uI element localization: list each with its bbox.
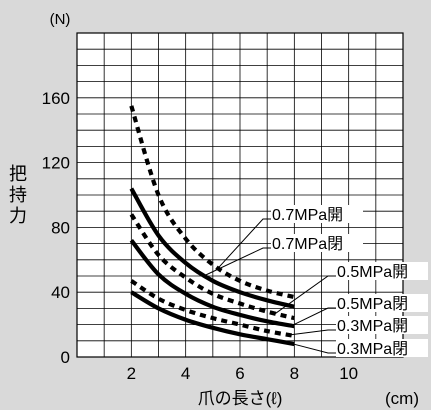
labels: (N) 爪の長さ(ℓ) (cm) 2 4 6 8 10 0 40 80 120 160 把持力 [9, 11, 419, 408]
legend-leader-line [217, 218, 271, 269]
legend-label: 0.5MPa閉 [337, 296, 408, 313]
series-line-2 [129, 187, 295, 309]
x-axis-label: 爪の長さ(ℓ) [198, 389, 283, 408]
series-line-1 [129, 105, 295, 300]
y-axis-unit: (N) [50, 11, 71, 28]
y-tick-label: 160 [42, 89, 70, 108]
series-line-3 [129, 213, 295, 321]
series-line-4 [129, 239, 295, 329]
y-tick-label: 120 [42, 154, 70, 173]
legend-leader-line [291, 307, 336, 327]
legend-label-bg [336, 316, 428, 334]
y-axis-label: 把持力 [9, 164, 27, 226]
x-tick-label: 2 [127, 364, 136, 383]
x-tick-label: 8 [290, 364, 299, 383]
x-tick-label: 10 [339, 364, 358, 383]
legend-leader-line [291, 343, 336, 354]
x-axis-unit: (cm) [385, 389, 419, 408]
x-tick-label: 4 [181, 364, 190, 383]
series-line-5 [130, 279, 295, 339]
legend-label: 0.3MPa閉 [337, 341, 408, 358]
legend-leader-line [204, 247, 271, 276]
legend-label: 0.3MPa開 [337, 318, 408, 335]
legend-leaders: 0.7MPa開 0.7MPa閉 0.5MPa開 0.5MPa閉 0.3MPa開 0.3MP… [204, 205, 428, 358]
series-lines [129, 105, 295, 347]
y-tick-label: 40 [51, 283, 70, 302]
legend-label-bg [271, 234, 363, 252]
y-tick-label: 0 [61, 348, 70, 367]
legend-leader-line [288, 329, 336, 336]
legend-label-bg [271, 205, 363, 223]
x-tick-label: 6 [235, 364, 244, 383]
series-line-6 [130, 290, 295, 347]
legend-label-bg [336, 294, 428, 312]
legend-label-bg [336, 262, 428, 280]
legend-label: 0.7MPa閉 [272, 236, 343, 253]
legend-label-bg [336, 339, 428, 357]
legend-label: 0.5MPa開 [337, 264, 408, 281]
legend-leader-line [275, 275, 336, 314]
legend-label: 0.7MPa開 [272, 207, 343, 224]
y-tick-label: 80 [51, 218, 70, 237]
